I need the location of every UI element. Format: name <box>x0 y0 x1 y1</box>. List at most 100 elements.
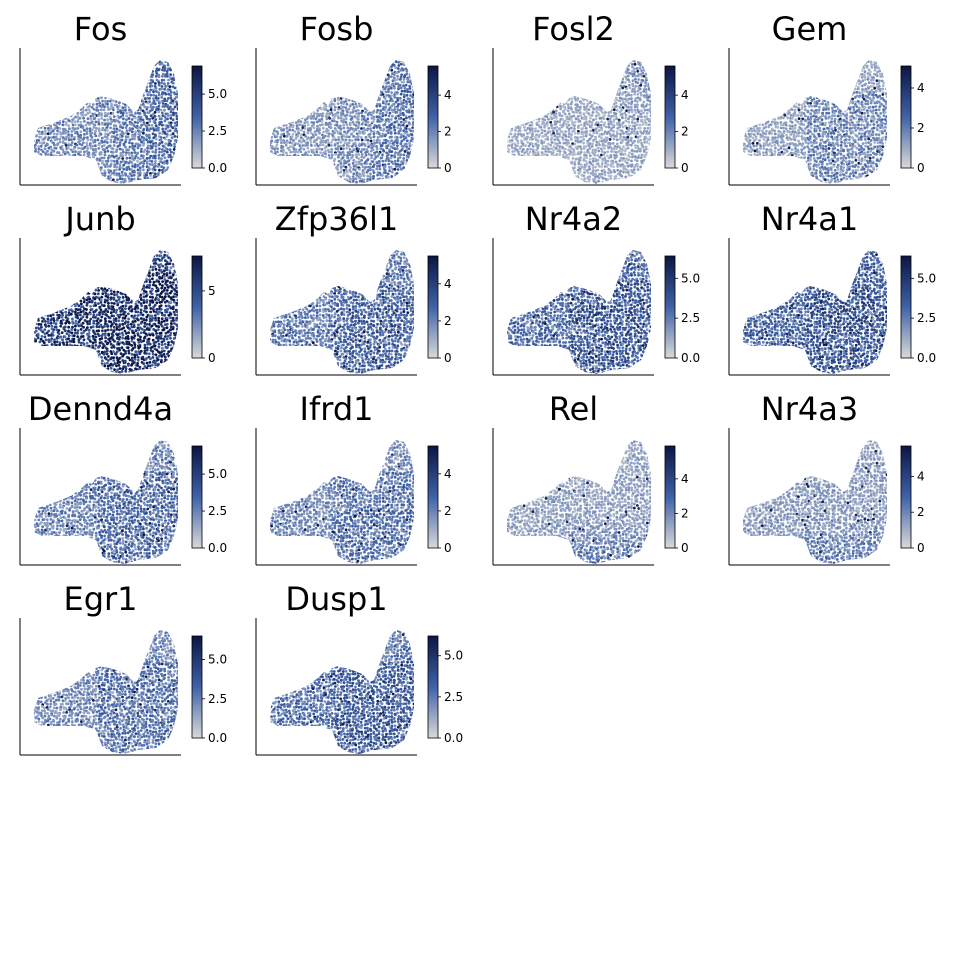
cell-point-1749 <box>73 156 77 160</box>
cell-point-141 <box>618 60 622 64</box>
cell-point-156 <box>274 64 277 68</box>
cell-point-242 <box>616 67 620 70</box>
cell-point-924 <box>46 109 50 112</box>
cell-point-739 <box>104 96 107 100</box>
cell-point-1211 <box>377 124 381 127</box>
cell-point-361 <box>513 76 517 80</box>
cell-point-248 <box>632 67 636 71</box>
cell-point-81 <box>119 60 122 61</box>
cell-point-197 <box>633 62 637 66</box>
cell-point-1485 <box>283 141 286 144</box>
cell-point-645 <box>127 91 131 94</box>
cell-point-14 <box>544 55 547 58</box>
cell-point-1614 <box>362 148 366 151</box>
cell-point-33 <box>363 55 366 58</box>
cell-point-1679 <box>170 150 173 154</box>
cell-point-1957 <box>322 169 326 173</box>
cell-point-277 <box>566 69 570 73</box>
cell-point-817 <box>270 103 272 106</box>
cell-point-696 <box>128 93 132 97</box>
cell-point-2161 <box>321 179 325 183</box>
cell-point-224 <box>324 67 328 70</box>
cell-point-362 <box>516 75 520 79</box>
cell-point-1748 <box>306 157 310 161</box>
cell-point-1501 <box>93 140 97 144</box>
cell-point-1104 <box>362 118 366 121</box>
cell-point-265 <box>531 69 535 73</box>
cell-point-632 <box>324 91 327 95</box>
cell-point-1618 <box>140 147 143 151</box>
cell-point-461 <box>507 80 511 84</box>
cell-point-1075 <box>276 116 280 120</box>
cell-point-394 <box>140 75 144 79</box>
cell-point-972 <box>273 111 277 114</box>
cell-point-474 <box>72 81 76 85</box>
cell-point-36 <box>137 55 140 58</box>
cell-point-1630 <box>175 147 178 151</box>
cell-point-764 <box>413 95 414 99</box>
cell-point-2183 <box>388 180 392 184</box>
cell-point-1577 <box>169 143 173 147</box>
cell-point-571 <box>293 87 297 90</box>
cell-point-583 <box>331 86 335 90</box>
cell-point-1499 <box>324 140 328 144</box>
cell-point-610 <box>412 88 414 92</box>
cell-point-328 <box>330 73 333 76</box>
cell-point-1685 <box>271 152 275 156</box>
cell-point-1451 <box>96 138 100 142</box>
cell-point-98 <box>170 57 173 60</box>
cell-point-1738 <box>276 157 280 161</box>
cell-point-1796 <box>297 159 300 163</box>
cell-point-71 <box>561 57 564 60</box>
cell-point-1622 <box>150 146 154 150</box>
cell-point-2025 <box>372 171 376 174</box>
cell-point-1941 <box>37 169 41 173</box>
cell-point-580 <box>322 87 326 91</box>
cell-point-145 <box>629 60 633 63</box>
cell-point-892 <box>103 105 106 109</box>
cell-point-905 <box>378 104 382 108</box>
cell-point-544 <box>130 83 133 87</box>
cell-point-1591 <box>59 147 63 150</box>
cell-point-2129 <box>143 176 147 180</box>
cell-point-1833 <box>173 160 177 164</box>
cell-point-632 <box>89 89 93 93</box>
cell-point-110 <box>52 60 56 64</box>
cell-point-1054 <box>130 113 134 117</box>
cell-point-1736 <box>35 156 39 159</box>
cell-point-482 <box>333 81 337 84</box>
cell-point-1012 <box>157 110 161 114</box>
cell-point-345 <box>381 73 384 77</box>
cell-point-2055 <box>74 174 77 177</box>
cell-point-722 <box>51 95 55 99</box>
cell-point-2028 <box>145 171 149 175</box>
cell-point-1586 <box>43 147 47 151</box>
cell-point-814 <box>175 100 178 104</box>
cell-point-1844 <box>288 163 291 167</box>
cell-point-706 <box>157 93 161 97</box>
cell-point-175 <box>330 64 334 67</box>
cell-point-1712 <box>115 154 118 158</box>
cell-point-1211 <box>142 122 146 126</box>
cell-point-1824 <box>381 159 385 163</box>
cell-point-288 <box>600 69 603 73</box>
cell-point-226 <box>94 66 98 70</box>
cell-point-135 <box>601 61 605 65</box>
cell-point-839 <box>332 103 336 106</box>
cell-point-931 <box>68 108 72 112</box>
cell-point-376 <box>557 74 561 78</box>
cell-point-434 <box>342 78 345 81</box>
cell-point-2111 <box>325 177 329 180</box>
cell-point-232 <box>585 66 589 70</box>
cell-point-798 <box>362 100 366 103</box>
cell-point-2027 <box>143 172 146 175</box>
cell-point-652 <box>148 90 151 94</box>
cell-point-105 <box>509 60 513 64</box>
cell-point-792 <box>344 100 348 103</box>
cell-point-463 <box>40 81 44 85</box>
cell-point-1725 <box>390 154 393 158</box>
cell-point-144 <box>627 61 631 64</box>
cell-point-1869 <box>363 162 367 165</box>
cell-point-1329 <box>272 133 276 136</box>
cell-point-192 <box>382 64 385 68</box>
